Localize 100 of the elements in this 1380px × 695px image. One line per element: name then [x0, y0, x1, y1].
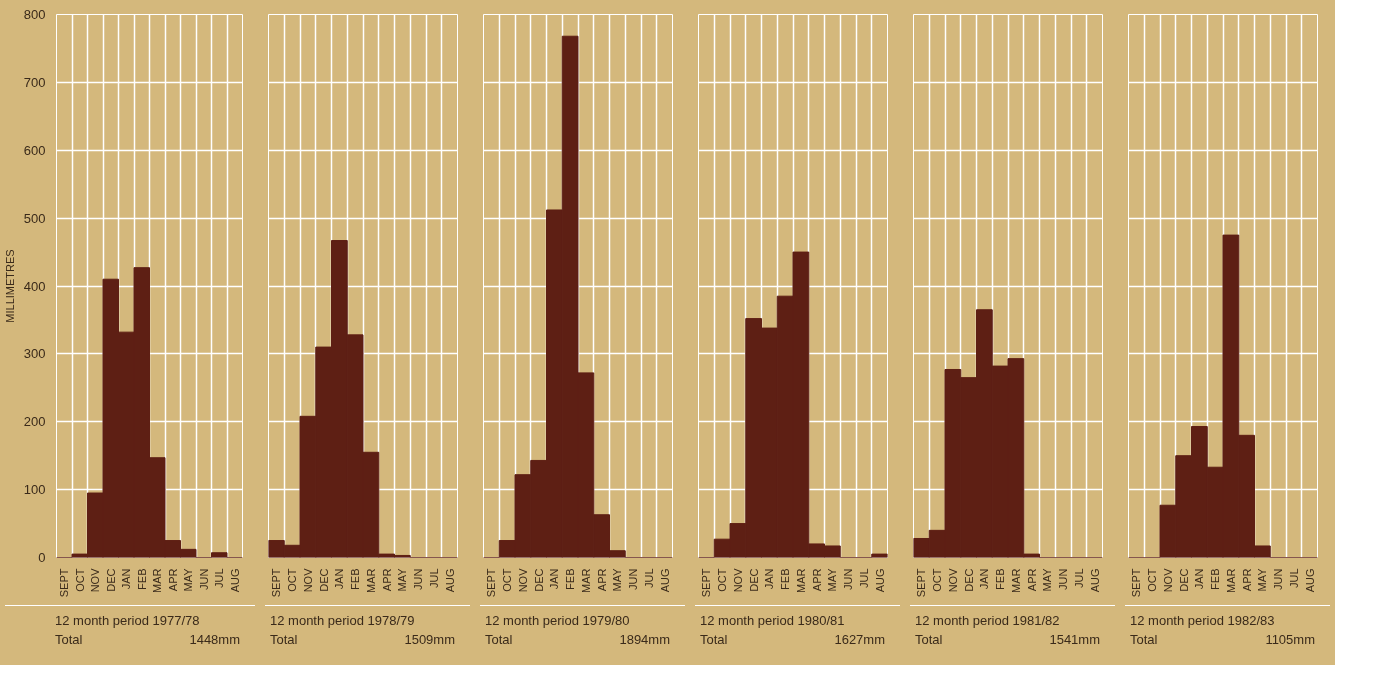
- x-tick-label: JAN: [120, 568, 133, 590]
- x-tick-label: JUL: [213, 568, 226, 589]
- text: Total: [915, 630, 943, 649]
- x-tick-label: MAR: [794, 568, 807, 593]
- x-tick-label: MAY: [182, 567, 195, 592]
- x-tick-label: MAY: [1041, 567, 1054, 592]
- x-tick-label: JUL: [427, 568, 440, 589]
- x-tick-label: JAN: [333, 568, 346, 590]
- x-tick-label: NOV: [516, 567, 529, 593]
- y-tick-label: 0: [38, 550, 46, 565]
- x-tick-label: NOV: [946, 567, 959, 593]
- x-tick-label: DEC: [532, 568, 545, 592]
- x-tick-label: MAR: [364, 568, 377, 593]
- x-tick-label: OCT: [1146, 568, 1159, 592]
- x-tick-label: APR: [1025, 568, 1038, 592]
- text: Total: [1130, 630, 1158, 649]
- x-tick-label: APR: [810, 568, 823, 592]
- text: 1541mm: [1049, 630, 1100, 649]
- x-tick-label: MAR: [151, 568, 164, 593]
- x-tick-label: JUL: [642, 568, 655, 589]
- x-tick-label: MAY: [396, 567, 409, 592]
- x-tick-label: SEPT: [1130, 568, 1143, 598]
- x-tick-label: FEB: [564, 568, 577, 590]
- y-tick-label: 500: [23, 210, 46, 226]
- text: 1448mm: [189, 630, 240, 649]
- x-tick-label: FEB: [994, 568, 1007, 590]
- x-tick-label: SEPT: [485, 568, 498, 598]
- x-tick-label: MAY: [826, 567, 839, 592]
- x-tick-label: OCT: [501, 568, 514, 592]
- text: 12 month period 1982/83: [1130, 612, 1276, 630]
- x-tick-label: FEB: [135, 568, 148, 590]
- x-tick-label: DEC: [317, 568, 330, 592]
- y-tick-label: 300: [23, 346, 46, 362]
- x-tick-label: APR: [380, 568, 393, 592]
- text: Total: [485, 630, 513, 649]
- x-tick-label: MAR: [579, 568, 592, 593]
- y-tick-label: 200: [23, 414, 46, 430]
- x-tick-label: SEPT: [700, 568, 713, 598]
- y-tick-label: 600: [23, 142, 46, 158]
- y-tick-label: 800: [23, 7, 46, 22]
- x-tick-label: JAN: [763, 568, 776, 590]
- x-tick-label: SEPT: [58, 568, 71, 598]
- x-tick-label: AUG: [873, 568, 886, 593]
- x-tick-label: DEC: [962, 568, 975, 592]
- x-tick-label: FEB: [1209, 568, 1222, 590]
- text: Total: [270, 630, 298, 649]
- x-tick-label: MAR: [1009, 568, 1022, 593]
- x-tick-label: OCT: [716, 568, 729, 592]
- x-tick-label: SEPT: [915, 568, 928, 598]
- text: 12 month period 1981/82: [915, 612, 1061, 630]
- text: 1894mm: [619, 630, 670, 649]
- x-tick-label: NOV: [1161, 567, 1174, 593]
- x-tick-label: DEC: [1177, 568, 1190, 592]
- x-tick-label: NOV: [89, 567, 102, 593]
- text: 1509mm: [404, 630, 455, 649]
- x-tick-label: OCT: [73, 568, 86, 592]
- x-tick-label: JUN: [1057, 568, 1070, 590]
- text: 1105mm: [1265, 630, 1315, 649]
- x-tick-label: JUN: [1272, 568, 1285, 590]
- x-tick-label: JUN: [197, 568, 210, 590]
- x-tick-label: AUG: [1088, 568, 1101, 593]
- x-tick-label: JUN: [842, 568, 855, 590]
- y-axis-title: MILLIMETRES: [3, 249, 16, 323]
- x-tick-label: OCT: [931, 568, 944, 592]
- x-tick-label: AUG: [443, 568, 456, 593]
- x-tick-label: NOV: [301, 567, 314, 593]
- x-tick-label: JAN: [1193, 568, 1206, 590]
- x-tick-label: JUL: [1072, 568, 1085, 589]
- x-tick-label: JUN: [412, 568, 425, 590]
- x-tick-label: DEC: [747, 568, 760, 592]
- x-tick-label: MAY: [611, 567, 624, 592]
- x-tick-label: JAN: [978, 568, 991, 590]
- x-tick-label: DEC: [104, 568, 117, 592]
- x-tick-label: NOV: [731, 567, 744, 593]
- x-tick-label: MAR: [1224, 568, 1237, 593]
- text: 1627mm: [834, 630, 885, 649]
- text: Total: [55, 630, 83, 649]
- x-tick-label: AUG: [658, 568, 671, 593]
- text: 12 month period 1980/81: [700, 612, 846, 630]
- x-tick-label: SEPT: [270, 568, 283, 598]
- y-tick-label: 700: [23, 74, 46, 90]
- x-tick-label: OCT: [286, 568, 299, 592]
- x-tick-label: FEB: [349, 568, 362, 590]
- x-tick-label: AUG: [228, 568, 241, 593]
- y-tick-label: 100: [23, 482, 46, 498]
- x-tick-label: APR: [166, 568, 179, 592]
- x-tick-label: JUN: [627, 568, 640, 590]
- text: 12 month period 1979/80: [485, 612, 631, 630]
- y-tick-label: 400: [23, 278, 46, 294]
- x-tick-label: AUG: [1303, 568, 1316, 593]
- x-tick-label: MAY: [1256, 567, 1269, 592]
- x-tick-label: JUL: [857, 568, 870, 589]
- x-tick-label: JUL: [1287, 568, 1300, 589]
- x-tick-label: FEB: [779, 568, 792, 590]
- text: 12 month period 1978/79: [270, 612, 416, 630]
- x-tick-label: APR: [1240, 568, 1253, 592]
- x-tick-label: APR: [595, 568, 608, 592]
- text: 12 month period 1977/78: [55, 612, 201, 630]
- x-tick-label: JAN: [548, 568, 561, 590]
- text: Total: [700, 630, 728, 649]
